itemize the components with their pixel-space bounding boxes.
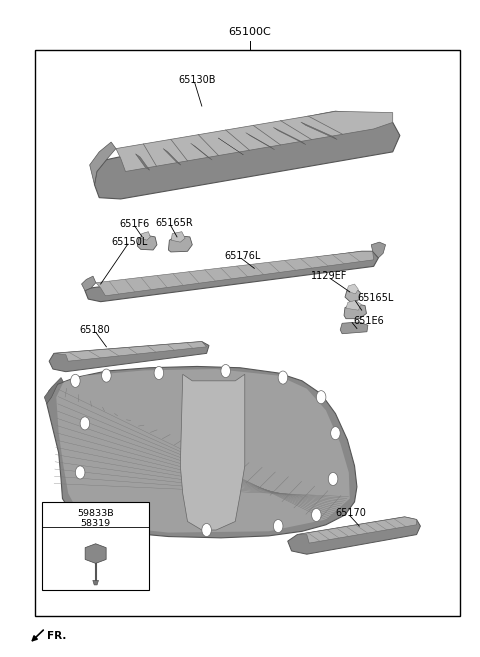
Polygon shape — [85, 251, 378, 302]
Text: 59833B: 59833B — [77, 509, 114, 518]
Polygon shape — [56, 369, 350, 533]
Polygon shape — [85, 544, 106, 563]
Polygon shape — [141, 232, 150, 240]
Polygon shape — [346, 300, 361, 310]
Polygon shape — [163, 148, 181, 165]
Text: 65100C: 65100C — [228, 28, 271, 37]
Text: 65165L: 65165L — [357, 294, 393, 304]
Polygon shape — [95, 111, 400, 199]
Circle shape — [80, 417, 90, 430]
Circle shape — [328, 472, 338, 486]
Polygon shape — [96, 251, 373, 296]
Polygon shape — [301, 122, 337, 139]
Circle shape — [274, 520, 283, 533]
Polygon shape — [371, 242, 385, 258]
Circle shape — [154, 367, 164, 380]
Text: 651E6: 651E6 — [353, 315, 384, 326]
Circle shape — [202, 524, 211, 537]
Circle shape — [312, 509, 321, 522]
Polygon shape — [44, 378, 63, 404]
Circle shape — [75, 466, 85, 479]
Polygon shape — [347, 284, 359, 294]
Circle shape — [316, 391, 326, 404]
Circle shape — [130, 522, 140, 535]
Circle shape — [71, 374, 80, 388]
Polygon shape — [49, 342, 209, 372]
Polygon shape — [191, 143, 212, 160]
Circle shape — [102, 369, 111, 382]
Text: 65130B: 65130B — [178, 75, 216, 85]
Polygon shape — [82, 276, 96, 290]
Text: 65180: 65180 — [79, 325, 110, 335]
Text: 65150L: 65150L — [111, 237, 147, 247]
Polygon shape — [47, 367, 357, 538]
Polygon shape — [180, 374, 245, 530]
Polygon shape — [218, 138, 243, 155]
Bar — [42, 502, 149, 590]
Polygon shape — [171, 232, 185, 242]
Circle shape — [331, 426, 340, 440]
Polygon shape — [345, 288, 360, 302]
Polygon shape — [288, 517, 420, 555]
Circle shape — [80, 505, 90, 518]
Polygon shape — [93, 580, 98, 585]
Polygon shape — [135, 154, 150, 170]
Polygon shape — [340, 322, 368, 334]
Polygon shape — [297, 517, 417, 543]
Polygon shape — [273, 127, 306, 145]
Text: 651F6: 651F6 — [120, 219, 150, 229]
Polygon shape — [90, 142, 116, 185]
Text: 1129EF: 1129EF — [311, 271, 347, 281]
Text: 58319: 58319 — [81, 519, 111, 528]
Text: FR.: FR. — [47, 631, 66, 641]
Polygon shape — [344, 304, 366, 319]
Polygon shape — [137, 235, 157, 250]
Polygon shape — [168, 236, 192, 252]
Bar — [35, 51, 459, 616]
Circle shape — [221, 365, 230, 378]
Text: 65165R: 65165R — [155, 218, 193, 228]
Polygon shape — [54, 342, 206, 361]
Polygon shape — [246, 133, 275, 150]
Polygon shape — [116, 111, 393, 171]
Text: 65170: 65170 — [336, 508, 366, 518]
Text: 65176L: 65176L — [225, 251, 261, 261]
Circle shape — [278, 371, 288, 384]
